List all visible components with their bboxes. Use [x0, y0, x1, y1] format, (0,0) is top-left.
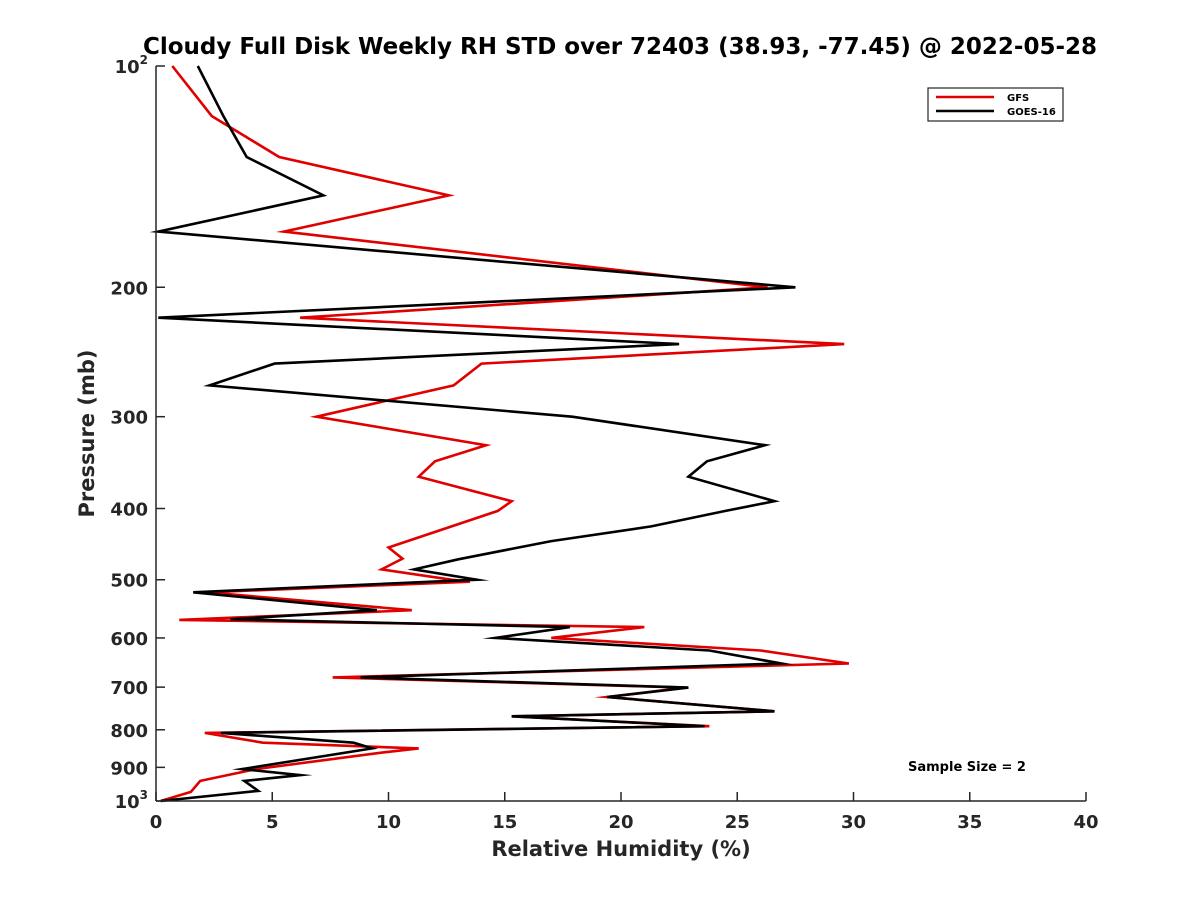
y-axis-label: Pressure (mb): [75, 350, 99, 518]
y-tick-label: 103: [115, 788, 148, 813]
y-tick-label: 300: [110, 408, 148, 429]
legend-label: GOES-16: [1007, 107, 1056, 118]
y-tick-label: 700: [110, 678, 148, 699]
x-tick-label: 20: [608, 812, 633, 833]
y-tick-label: 500: [110, 571, 148, 592]
sample-size-annotation: Sample Size = 2: [908, 760, 1026, 775]
x-tick-label: 5: [266, 812, 279, 833]
y-tick-label: 800: [110, 721, 148, 742]
x-tick-label: 30: [841, 812, 866, 833]
y-tick-label: 900: [110, 758, 148, 779]
chart-title: Cloudy Full Disk Weekly RH STD over 7240…: [143, 34, 1097, 60]
x-tick-label: 25: [725, 812, 750, 833]
series-line-goes-16: [149, 65, 796, 803]
x-axis-ticks: 0 5 10 15 20 25 30 35 40: [150, 792, 1099, 833]
y-tick-label: 102: [115, 53, 148, 78]
x-axis-label: Relative Humidity (%): [491, 837, 750, 861]
y-tick-label: 600: [110, 629, 148, 650]
legend-box: [927, 87, 1064, 122]
y-tick-label: 400: [110, 500, 148, 521]
series-group: [149, 65, 850, 803]
x-tick-label: 15: [492, 812, 517, 833]
x-tick-label: 35: [957, 812, 982, 833]
legend-label: GFS: [1007, 93, 1029, 104]
legend: GFS GOES-16: [927, 87, 1064, 122]
x-tick-label: 0: [150, 812, 163, 833]
plot-area: [156, 66, 1086, 801]
y-axis-ticks: 102 200 300 400 500 600 700 800 900 103: [110, 53, 165, 813]
y-tick-label: 200: [110, 278, 148, 299]
x-tick-label: 10: [376, 812, 401, 833]
x-tick-label: 40: [1073, 812, 1098, 833]
